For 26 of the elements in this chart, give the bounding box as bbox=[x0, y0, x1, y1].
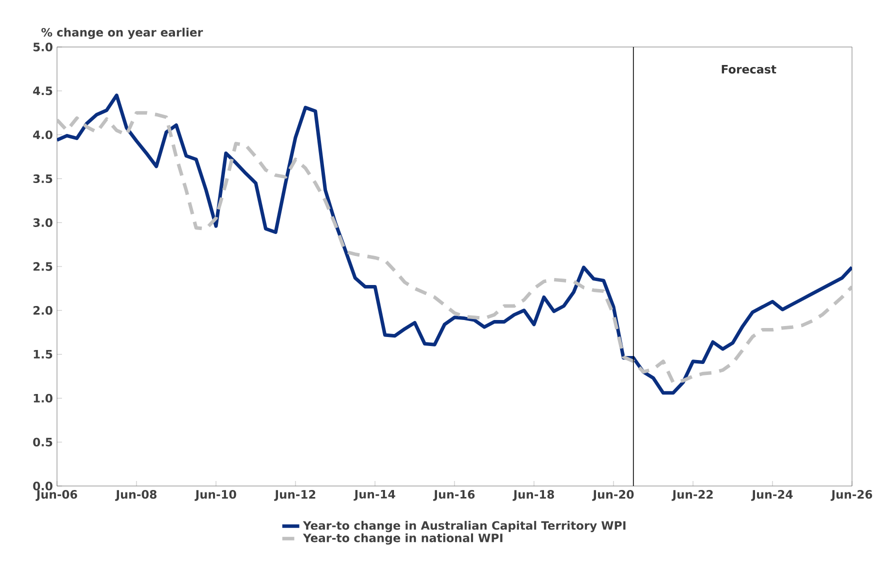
x-tick-label: Jun-26 bbox=[830, 490, 872, 501]
x-tick-label: Jun-06 bbox=[36, 490, 78, 501]
y-tick-label: 3.5 bbox=[33, 174, 52, 184]
x-tick-label: Jun-16 bbox=[433, 490, 475, 501]
annotation: Forecast bbox=[722, 65, 776, 74]
x-tick-label: Jun-08 bbox=[115, 490, 156, 501]
x-tick-label: Jun-10 bbox=[194, 490, 236, 501]
x-tick-label: Jun-14 bbox=[354, 490, 396, 501]
y-tick-label: 4.5 bbox=[33, 86, 52, 96]
legend-label: Year-to change in national WPI bbox=[302, 533, 502, 545]
y-tick-label: 3.0 bbox=[33, 218, 52, 227]
x-tick-label: Jun-18 bbox=[512, 490, 554, 501]
x-tick-label: Jun-24 bbox=[751, 490, 793, 501]
x-tick-label: Jun-20 bbox=[592, 490, 634, 501]
y-tick-label: 5.0 bbox=[33, 42, 52, 52]
y-tick-label: 2.0 bbox=[34, 306, 52, 315]
y-tick-label: 0.0 bbox=[33, 482, 52, 490]
y-tick-label: 1.0 bbox=[34, 394, 52, 403]
x-tick-label: Jun-12 bbox=[274, 490, 316, 501]
y-tick-label: 0.5 bbox=[33, 438, 52, 446]
y-tick-label: 2.5 bbox=[34, 262, 52, 271]
y-tick-label: 1.5 bbox=[34, 350, 52, 359]
y-axis-title: % change on year earlier bbox=[41, 28, 203, 39]
x-tick-label: Jun-22 bbox=[672, 490, 713, 501]
legend-label: Year-to change in Australian Capital Territory WPI bbox=[302, 520, 626, 532]
y-tick-label: 4.0 bbox=[33, 130, 52, 140]
